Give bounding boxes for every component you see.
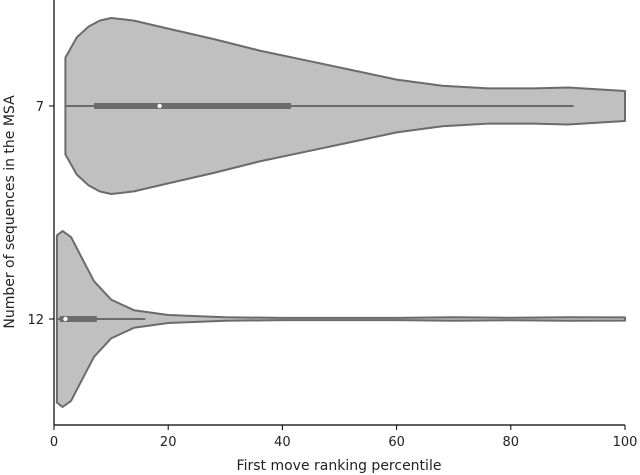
y-tick-label-7: 7 [36, 100, 44, 115]
x-tick-label-80: 80 [503, 435, 520, 450]
axes-layer: 0 20 40 60 80 100 7 12 [27, 0, 637, 450]
violin-12 [55, 230, 626, 408]
x-tick-label-0: 0 [50, 435, 58, 450]
violins-layer [55, 17, 626, 408]
x-tick-label-60: 60 [388, 435, 405, 450]
median-dot-12 [63, 316, 68, 322]
boxes-layer [56, 103, 574, 322]
x-tick-label-20: 20 [160, 435, 177, 450]
median-dot-7 [157, 103, 162, 109]
x-tick-label-40: 40 [274, 435, 291, 450]
iqr-box-7 [93, 103, 291, 109]
iqr-box-12 [59, 316, 97, 322]
y-axis-label: Number of sequences in the MSA [2, 95, 18, 329]
x-axis-label: First move ranking percentile [237, 458, 442, 474]
x-tick-label-100: 100 [613, 435, 638, 450]
y-tick-label-12: 12 [27, 313, 44, 328]
